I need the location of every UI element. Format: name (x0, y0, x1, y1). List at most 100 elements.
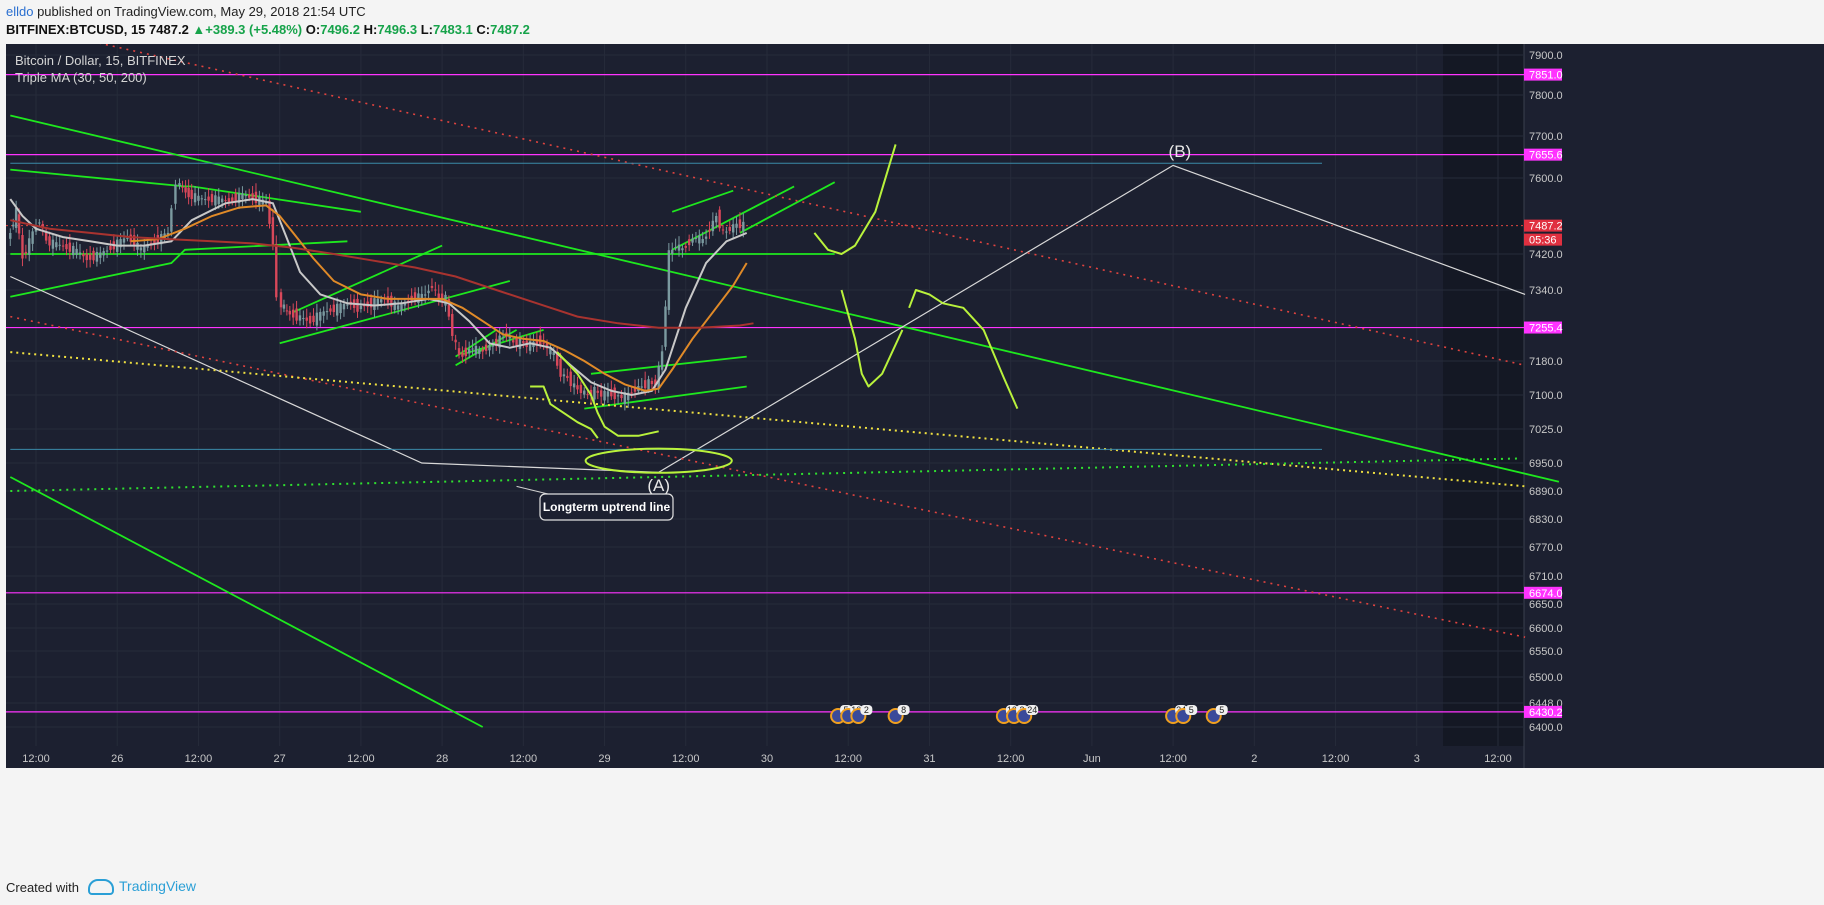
candle-body (231, 197, 234, 202)
candle-body (275, 243, 278, 298)
legend-indicator[interactable]: Triple MA (30, 50, 200) (15, 70, 147, 85)
candle-body (174, 184, 177, 204)
candle-body (691, 238, 694, 243)
candle-body (657, 366, 660, 389)
hand-drawn-curve[interactable] (813, 144, 897, 255)
candle-body (481, 349, 484, 352)
trend-line-green[interactable] (590, 355, 747, 375)
candle-body (640, 386, 643, 388)
moving-average-ma30 (9, 198, 748, 397)
candle-body (359, 305, 363, 310)
x-tick-label: 31 (923, 753, 935, 765)
candle-body (725, 231, 728, 233)
tradingview-logo[interactable]: TradingView (88, 878, 197, 896)
candle-body (735, 223, 738, 228)
candle-body (559, 359, 562, 377)
event-count-text: 5 (1219, 705, 1224, 715)
candle-body (552, 351, 555, 356)
candle-body (95, 252, 99, 262)
hand-drawn-curve[interactable] (556, 351, 659, 437)
y-tick-label: 6890.0 (1529, 486, 1563, 498)
hand-drawn-ellipse[interactable] (584, 447, 733, 474)
candle-body (75, 248, 78, 255)
candle-body (508, 336, 511, 339)
candle-body (170, 208, 173, 232)
candle-body (346, 304, 349, 306)
trend-line-green[interactable] (671, 189, 734, 213)
candle-body (292, 309, 295, 318)
chart-area[interactable]: (A) (B) Longterm uptrend line 7900.0 7800.0… (6, 22, 1824, 868)
callout-box[interactable] (539, 493, 674, 521)
candle-body (197, 195, 200, 201)
candle-body (671, 249, 674, 254)
open-value: 7496.2 (320, 22, 360, 37)
price-label-text: 7851.0 (1529, 70, 1563, 82)
x-tick-label: 30 (761, 753, 773, 765)
candle-body (728, 226, 731, 231)
candle-body (579, 384, 583, 394)
candle-body (457, 348, 461, 355)
candle-body (681, 248, 684, 251)
candle-body (85, 253, 88, 261)
chart-legend: Bitcoin / Dollar, 15, BITFINEX Triple MA… (15, 52, 186, 86)
candle-body (623, 392, 627, 405)
candle-body (268, 200, 271, 224)
footer: Created with TradingView (0, 868, 1824, 905)
trend-line-green[interactable] (584, 385, 747, 410)
price-chart[interactable]: (A) (B) Longterm uptrend line 7900.0 7800.0… (6, 22, 1824, 868)
candle-body (99, 252, 102, 258)
candle-body (234, 193, 237, 202)
brand-name: TradingView (119, 878, 197, 894)
y-tick-label: 7420.0 (1529, 249, 1563, 261)
wave-label[interactable]: (A) (647, 476, 670, 495)
trend-line-green[interactable] (292, 244, 443, 314)
moving-average-ma50 (130, 204, 748, 392)
y-tick-label: 7600.0 (1529, 173, 1563, 185)
candle-body (610, 389, 613, 397)
candle-body (220, 198, 224, 203)
y-tick-label: 6770.0 (1529, 542, 1563, 554)
open-label: O: (305, 22, 321, 37)
candle-body (28, 238, 31, 255)
hand-drawn-curve[interactable] (530, 385, 599, 439)
trend-line-yellow-dotted[interactable] (10, 351, 1526, 488)
candle-body (279, 292, 283, 308)
hand-drawn-curve[interactable] (840, 289, 904, 388)
candle-body (72, 245, 75, 256)
candle-body (616, 395, 620, 397)
x-axis-background (6, 746, 1824, 768)
candle-body (420, 293, 424, 300)
candle-body (613, 387, 616, 400)
candle-body (129, 234, 132, 242)
wave-label[interactable]: (B) (1169, 142, 1192, 161)
price-label-box (1524, 68, 1562, 81)
candle-body (423, 294, 427, 296)
candle-body (467, 349, 471, 354)
author-link[interactable]: elldo (6, 4, 34, 19)
trend-line-green[interactable] (9, 476, 484, 728)
candle-body (88, 254, 92, 260)
candle-body (14, 207, 18, 228)
candle-body (21, 235, 24, 259)
close-value: 7487.2 (490, 22, 530, 37)
x-tick-label: 27 (274, 753, 286, 765)
y-axis-background (1524, 44, 1824, 746)
candle-body (549, 347, 552, 355)
candle-body (603, 390, 606, 401)
candle-body (660, 351, 664, 370)
trend-line-green[interactable] (10, 114, 1560, 483)
event-count-text: 2 (864, 705, 869, 715)
candle-body (58, 244, 61, 246)
created-with-text: Created with (6, 880, 79, 895)
trend-line-green[interactable] (739, 181, 836, 234)
hand-drawn-curve[interactable] (908, 289, 1019, 410)
candle-body (511, 340, 515, 343)
x-tick-label: 12:00 (1159, 753, 1187, 765)
x-tick-label: 29 (598, 753, 610, 765)
y-tick-label: 7340.0 (1529, 285, 1563, 297)
candle-body (620, 394, 623, 399)
x-tick-label: Jun (1083, 753, 1101, 765)
price-label-box (1524, 586, 1562, 599)
candle-body (190, 189, 193, 199)
candle-body (684, 245, 687, 248)
